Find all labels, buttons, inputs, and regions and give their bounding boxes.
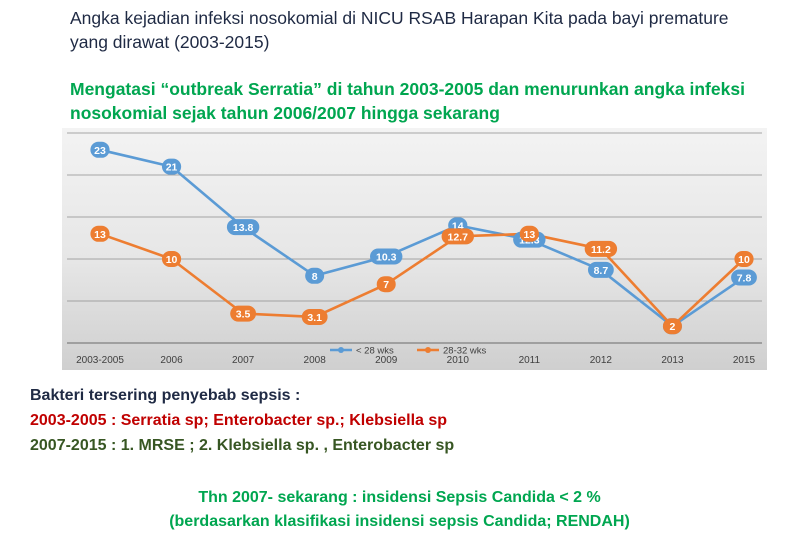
data-label: 12.7 bbox=[448, 231, 469, 243]
data-label: 23 bbox=[94, 145, 106, 157]
data-label: 8 bbox=[312, 271, 318, 283]
data-point-marker bbox=[370, 248, 403, 265]
data-label: 8.7 bbox=[594, 265, 609, 277]
data-point-marker bbox=[305, 267, 325, 284]
data-label: 14 bbox=[452, 220, 464, 232]
chart-panel: 2003-2005 2006 2007 2008 2009 2010 2011 2012 201… bbox=[62, 128, 767, 370]
candida-note-line-2: (berdasarkan klasifikasi insidensi sepsi… bbox=[169, 513, 630, 530]
data-label: 7.8 bbox=[737, 272, 752, 284]
data-point-marker bbox=[226, 219, 260, 236]
x-tick-label: 2009 bbox=[375, 355, 398, 366]
legend-label: < 28 wks bbox=[356, 346, 394, 357]
data-point-marker bbox=[90, 225, 110, 242]
data-label: 13.8 bbox=[233, 222, 254, 234]
data-label: 21 bbox=[166, 162, 178, 174]
x-tick-label: 2006 bbox=[160, 355, 183, 366]
legend-label: 28-32 wks bbox=[443, 346, 487, 357]
data-point-marker bbox=[161, 251, 182, 267]
slide-title: Angka kejadian infeksi nosokomial di NIC… bbox=[70, 8, 729, 52]
line-chart: 2003-2005 2006 2007 2008 2009 2010 2011 2012 201… bbox=[67, 132, 762, 366]
series-line bbox=[99, 232, 745, 328]
data-point-marker bbox=[161, 158, 182, 175]
data-point-marker bbox=[90, 141, 110, 158]
slide-subtitle: Mengatasi “outbreak Serratia” di tahun 2… bbox=[70, 79, 745, 123]
x-tick-label: 2007 bbox=[232, 355, 255, 366]
data-point-marker bbox=[230, 305, 257, 322]
series-line bbox=[99, 148, 745, 328]
x-tick-label: 2003-2005 bbox=[76, 355, 124, 366]
bacteria-section: Bakteri tersering penyebab sepsis : 2003… bbox=[30, 383, 770, 458]
x-tick-label: 2008 bbox=[304, 355, 327, 366]
bacteria-period-2: 2007-2015 : 1. MRSE ; 2. Klebsiella sp. … bbox=[30, 437, 455, 454]
data-label: 13 bbox=[94, 229, 106, 241]
candida-note-line-1: Thn 2007- sekarang : insidensi Sepsis Ca… bbox=[198, 489, 601, 506]
data-point-marker bbox=[584, 240, 618, 257]
data-point-marker bbox=[519, 225, 539, 242]
data-point-marker bbox=[301, 308, 328, 325]
data-point-marker bbox=[662, 318, 682, 335]
x-tick-label: 2015 bbox=[733, 355, 756, 366]
data-point-marker bbox=[376, 276, 396, 293]
x-tick-label: 2012 bbox=[590, 355, 613, 366]
bacteria-heading: Bakteri tersering penyebab sepsis : bbox=[30, 387, 301, 404]
bacteria-period-1: 2003-2005 : Serratia sp; Enterobacter sp… bbox=[30, 412, 448, 429]
legend-swatch-marker bbox=[425, 347, 431, 353]
data-label: 13 bbox=[523, 229, 535, 241]
data-point-marker bbox=[734, 251, 754, 267]
data-label: 11.2 bbox=[591, 244, 611, 256]
data-label: 3.5 bbox=[236, 309, 251, 321]
data-label: 3.1 bbox=[307, 312, 322, 324]
legend-swatch-marker bbox=[338, 347, 344, 353]
data-point-marker bbox=[731, 269, 757, 286]
x-tick-label: 2011 bbox=[519, 355, 541, 366]
data-label: 7 bbox=[383, 279, 389, 291]
data-label: 2 bbox=[670, 321, 676, 333]
data-label: 10 bbox=[738, 254, 750, 266]
x-tick-label: 2010 bbox=[447, 355, 470, 366]
data-label: 10 bbox=[166, 254, 178, 266]
data-label: 10.3 bbox=[376, 251, 397, 263]
data-point-marker bbox=[587, 261, 614, 278]
data-point-marker bbox=[441, 228, 474, 245]
x-tick-label: 2013 bbox=[661, 355, 684, 366]
candida-note: Thn 2007- sekarang : insidensi Sepsis Ca… bbox=[0, 486, 799, 534]
